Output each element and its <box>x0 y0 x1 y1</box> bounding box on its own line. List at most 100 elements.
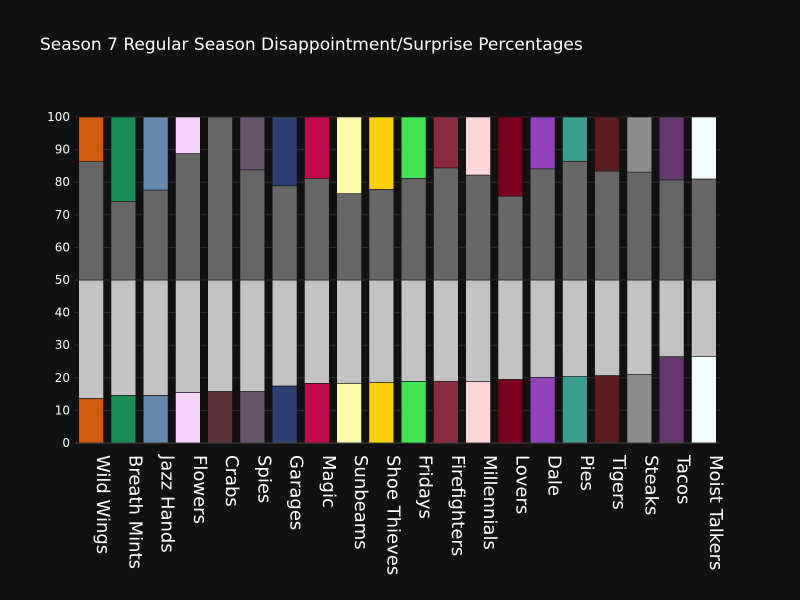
bar-segment <box>594 279 620 376</box>
bar-segment <box>304 177 330 281</box>
bar-segment <box>691 356 717 444</box>
y-tick-label: 0 <box>62 436 70 450</box>
bar-segment <box>207 116 233 281</box>
bar-segment <box>433 116 459 169</box>
bar-segment <box>465 116 491 176</box>
bar-segment <box>239 391 266 444</box>
bar-segment <box>304 116 330 179</box>
bar-segment <box>529 377 556 444</box>
bar-segment <box>110 201 137 281</box>
bar-segment <box>691 279 717 357</box>
bar-segment <box>271 385 298 444</box>
bar-segment <box>465 174 491 281</box>
bar-segment <box>239 116 266 171</box>
y-tick-label: 10 <box>55 403 70 417</box>
gridlines <box>75 116 720 444</box>
bar-segment <box>142 189 169 281</box>
y-axis: 0 10 20 30 40 50 60 70 80 90 100 <box>47 110 720 450</box>
x-tick-label: Garages <box>286 455 307 530</box>
bars <box>78 116 717 444</box>
bar-segment <box>400 279 427 382</box>
bar-segment <box>626 171 653 281</box>
bar-segment <box>175 279 201 393</box>
bar-segment <box>626 279 653 375</box>
bar-segment <box>368 279 395 383</box>
bar-segment <box>562 116 588 162</box>
x-tick-label: Moist Talkers <box>705 455 726 570</box>
bar-segment <box>529 116 556 170</box>
bar-segment <box>400 381 427 444</box>
y-tick-label: 30 <box>55 338 70 352</box>
bar-segment <box>626 116 653 173</box>
x-tick-label: Firefighters <box>447 455 468 556</box>
bar-segment <box>433 279 459 382</box>
bar-segment <box>465 279 491 382</box>
y-tick-label: 80 <box>55 175 70 189</box>
x-axis: Wild Wings Breath Mints Jazz Hands Flowers C… <box>92 454 726 575</box>
bar-segment <box>465 381 491 444</box>
bar-segment <box>271 116 298 187</box>
bar-segment <box>336 116 362 194</box>
bar-segment <box>239 169 266 281</box>
bar-segment <box>336 193 362 281</box>
x-tick-label: Magic <box>318 455 339 508</box>
x-tick-label: Tigers <box>608 454 629 510</box>
bar-segment <box>304 383 330 444</box>
bar-segment <box>78 161 104 281</box>
bar-segment <box>175 116 201 154</box>
bar-segment <box>142 116 169 191</box>
bar-segment <box>497 195 524 281</box>
x-tick-label: Spies <box>253 455 274 503</box>
bar-segment <box>110 279 137 396</box>
bar-segment <box>626 374 653 444</box>
bar-segment <box>175 153 201 281</box>
x-tick-label: Jazz Hands <box>157 454 178 553</box>
x-tick-label: Wild Wings <box>92 455 113 554</box>
bar-segment <box>691 178 717 281</box>
bar-segment <box>594 170 620 281</box>
x-tick-label: Breath Mints <box>124 455 145 569</box>
x-tick-label: Tacos <box>673 454 694 504</box>
bar-segment <box>658 279 685 357</box>
x-tick-label: Steaks <box>640 455 661 515</box>
bar-segment <box>691 116 717 180</box>
bar-segment <box>78 116 104 162</box>
y-tick-label: 50 <box>55 273 70 287</box>
bar-segment <box>658 179 685 281</box>
x-tick-label: Lovers <box>511 455 532 514</box>
bar-segment <box>594 375 620 444</box>
y-tick-label: 20 <box>55 371 70 385</box>
bar-segment <box>433 167 459 281</box>
bar-segment <box>497 279 524 380</box>
bar-segment <box>110 395 137 444</box>
bar-segment <box>142 279 169 396</box>
bar-segment <box>400 116 427 179</box>
bar-segment <box>497 116 524 197</box>
bar-segment <box>497 379 524 444</box>
bar-segment <box>368 382 395 444</box>
bar-segment <box>433 381 459 444</box>
bar-segment <box>207 391 233 444</box>
bar-segment <box>78 279 104 399</box>
bar-segment <box>529 279 556 378</box>
bar-segment <box>658 356 685 444</box>
bar-segment <box>368 116 395 190</box>
y-tick-label: 90 <box>55 143 70 157</box>
bar-segment <box>271 185 298 281</box>
x-tick-label: Shoe Thieves <box>382 455 403 575</box>
y-tick-label: 40 <box>55 306 70 320</box>
bar-segment <box>271 279 298 387</box>
y-tick-label: 100 <box>47 110 70 124</box>
bar-segment <box>562 279 588 377</box>
bar-segment <box>562 376 588 444</box>
bar-segment <box>239 279 266 392</box>
bar-segment <box>207 279 233 392</box>
x-tick-label: Flowers <box>189 455 210 524</box>
bar-segment <box>562 161 588 281</box>
x-tick-label: Pies <box>576 455 597 491</box>
bar-segment <box>110 116 137 202</box>
bar-segment <box>304 279 330 384</box>
y-tick-label: 60 <box>55 240 70 254</box>
